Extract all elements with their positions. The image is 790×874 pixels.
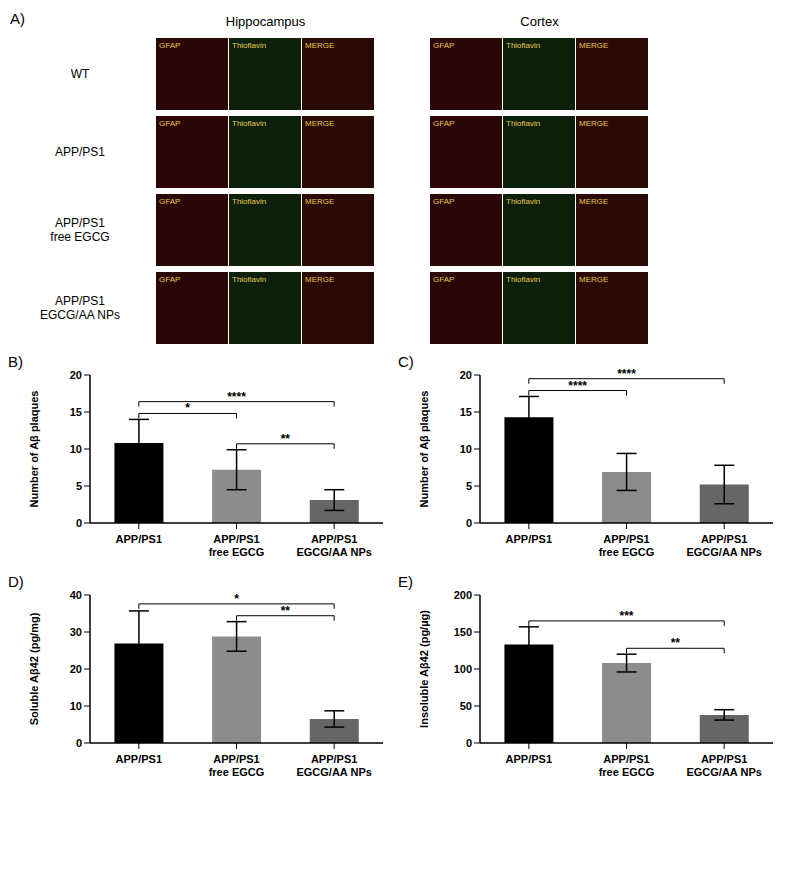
svg-text:APP/PS1: APP/PS1: [506, 533, 552, 545]
svg-text:MERGE: MERGE: [579, 275, 608, 284]
svg-text:0: 0: [466, 737, 472, 749]
svg-text:Thioflavin: Thioflavin: [232, 275, 266, 284]
svg-text:APP/PS1free EGCG: APP/PS1free EGCG: [209, 753, 265, 778]
svg-text:Cortex: Cortex: [520, 14, 559, 29]
svg-text:MERGE: MERGE: [305, 275, 334, 284]
svg-text:**: **: [671, 636, 681, 650]
svg-text:GFAP: GFAP: [159, 41, 180, 50]
svg-text:Insoluble Aβ42 (pg/µg): Insoluble Aβ42 (pg/µg): [418, 610, 430, 728]
svg-text:Thioflavin: Thioflavin: [506, 41, 540, 50]
svg-text:MERGE: MERGE: [579, 119, 608, 128]
svg-text:A): A): [10, 10, 25, 27]
svg-text:APP/PS1: APP/PS1: [506, 753, 552, 765]
svg-text:0: 0: [76, 517, 82, 529]
svg-text:MERGE: MERGE: [579, 41, 608, 50]
svg-text:APP/PS1EGCG/AA NPs: APP/PS1EGCG/AA NPs: [296, 753, 371, 778]
svg-text:15: 15: [460, 406, 472, 418]
svg-text:0: 0: [466, 517, 472, 529]
svg-text:GFAP: GFAP: [433, 119, 454, 128]
svg-text:APP/PS1EGCG/AA NPs: APP/PS1EGCG/AA NPs: [686, 533, 761, 558]
svg-text:APP/PS1free EGCG: APP/PS1free EGCG: [599, 533, 655, 558]
svg-text:10: 10: [70, 443, 82, 455]
svg-text:5: 5: [76, 480, 82, 492]
svg-text:Thioflavin: Thioflavin: [232, 41, 266, 50]
svg-text:MERGE: MERGE: [305, 41, 334, 50]
svg-text:Hippocampus: Hippocampus: [226, 14, 306, 29]
svg-text:APP/PS1free EGCG: APP/PS1free EGCG: [209, 533, 265, 558]
svg-text:APP/PS1EGCG/AA NPs: APP/PS1EGCG/AA NPs: [40, 294, 120, 322]
svg-text:50: 50: [460, 700, 472, 712]
svg-text:Thioflavin: Thioflavin: [232, 197, 266, 206]
svg-text:Thioflavin: Thioflavin: [506, 275, 540, 284]
svg-text:C): C): [398, 353, 414, 370]
svg-text:APP/PS1: APP/PS1: [55, 145, 105, 159]
svg-text:0: 0: [76, 737, 82, 749]
svg-text:**: **: [281, 604, 291, 618]
svg-text:10: 10: [70, 700, 82, 712]
svg-text:30: 30: [70, 626, 82, 638]
svg-text:**: **: [281, 432, 291, 446]
svg-text:Thioflavin: Thioflavin: [232, 119, 266, 128]
svg-text:APP/PS1EGCG/AA NPs: APP/PS1EGCG/AA NPs: [686, 753, 761, 778]
svg-text:MERGE: MERGE: [305, 119, 334, 128]
svg-text:20: 20: [70, 663, 82, 675]
svg-text:APP/PS1: APP/PS1: [116, 533, 162, 545]
svg-text:100: 100: [454, 663, 472, 675]
svg-text:B): B): [8, 353, 23, 370]
svg-text:WT: WT: [71, 67, 90, 81]
svg-text:MERGE: MERGE: [305, 197, 334, 206]
svg-text:Thioflavin: Thioflavin: [506, 197, 540, 206]
svg-text:10: 10: [460, 443, 472, 455]
svg-text:Soluble Aβ42 (pg/mg): Soluble Aβ42 (pg/mg): [28, 612, 40, 725]
svg-text:*: *: [234, 592, 239, 606]
svg-text:APP/PS1EGCG/AA NPs: APP/PS1EGCG/AA NPs: [296, 533, 371, 558]
svg-text:APP/PS1: APP/PS1: [116, 753, 162, 765]
svg-text:GFAP: GFAP: [433, 41, 454, 50]
svg-text:APP/PS1free EGCG: APP/PS1free EGCG: [599, 753, 655, 778]
svg-text:****: ****: [617, 367, 636, 381]
svg-text:Thioflavin: Thioflavin: [506, 119, 540, 128]
svg-text:GFAP: GFAP: [159, 275, 180, 284]
svg-text:5: 5: [466, 480, 472, 492]
svg-text:E): E): [398, 573, 413, 590]
svg-text:40: 40: [70, 589, 82, 601]
svg-text:20: 20: [70, 369, 82, 381]
svg-text:D): D): [8, 573, 24, 590]
svg-text:***: ***: [619, 609, 633, 623]
svg-text:GFAP: GFAP: [433, 197, 454, 206]
svg-text:****: ****: [568, 379, 587, 393]
svg-text:20: 20: [460, 369, 472, 381]
svg-text:*: *: [185, 401, 190, 415]
svg-text:200: 200: [454, 589, 472, 601]
svg-text:GFAP: GFAP: [159, 197, 180, 206]
svg-text:150: 150: [454, 626, 472, 638]
svg-text:APP/PS1free EGCG: APP/PS1free EGCG: [50, 216, 109, 244]
svg-text:MERGE: MERGE: [579, 197, 608, 206]
svg-text:GFAP: GFAP: [433, 275, 454, 284]
svg-text:15: 15: [70, 406, 82, 418]
svg-text:Number of Aβ plaques: Number of Aβ plaques: [418, 391, 430, 508]
svg-text:****: ****: [227, 390, 246, 404]
svg-text:GFAP: GFAP: [159, 119, 180, 128]
svg-text:Number of Aβ plaques: Number of Aβ plaques: [28, 391, 40, 508]
